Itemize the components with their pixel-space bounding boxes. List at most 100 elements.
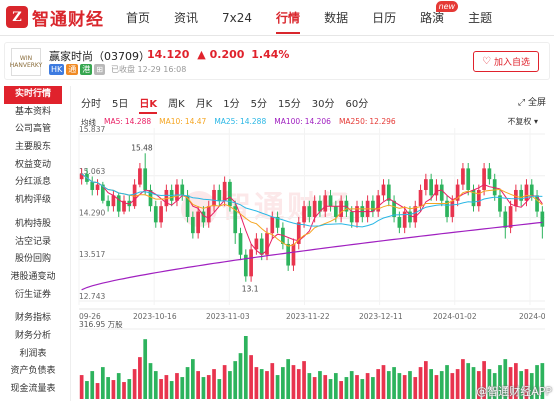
stock-header: WIN HANVERKY 赢家时尚（03709） 14.120 ▲ 0.200 … xyxy=(4,42,550,80)
tag-hk: HK xyxy=(49,64,65,75)
candle-body xyxy=(540,211,545,227)
logo[interactable]: Z 智通财经 xyxy=(6,5,104,30)
logo-text: 智通财经 xyxy=(32,9,104,30)
nav-item-1[interactable]: 资讯 xyxy=(174,0,198,36)
ma5-line xyxy=(81,173,543,256)
ma-name: MA100: xyxy=(274,117,303,126)
volume-bar xyxy=(243,336,248,399)
volume-bar xyxy=(535,365,539,399)
sidebar-item-group1-2[interactable]: 公司高管 xyxy=(14,124,51,135)
sidebar-item-group3-0[interactable]: 财务指标 xyxy=(14,313,51,324)
nav-item-5[interactable]: 日历 xyxy=(372,0,396,36)
sidebar-item-group2-2[interactable]: 股份回购 xyxy=(14,254,51,265)
volume-bar xyxy=(291,365,296,399)
candle-body xyxy=(519,189,524,201)
ma-name: MA10: xyxy=(159,117,183,126)
candle-body xyxy=(132,184,137,207)
sidebar-item-group1-4[interactable]: 权益变动 xyxy=(14,159,51,170)
volume-bar xyxy=(434,375,439,399)
sidebar-item-group3-1[interactable]: 财务分析 xyxy=(14,330,51,341)
ma-name: MA25: xyxy=(214,117,238,126)
volume-bar xyxy=(265,371,269,399)
ma-value: 14.288 xyxy=(124,117,152,126)
nav-item-2[interactable]: 7x24 xyxy=(222,0,252,36)
candle-body xyxy=(466,168,471,190)
sidebar-item-group1-1[interactable]: 基本资料 xyxy=(14,106,51,117)
tab-timeframe-4[interactable]: 月K xyxy=(195,99,213,110)
tab-timeframe-1[interactable]: 5日 xyxy=(112,99,129,110)
sidebar-item-group2-4[interactable]: 衍生证券 xyxy=(14,289,51,300)
volume-bar xyxy=(371,377,375,399)
tag-gang: 港 xyxy=(80,64,93,75)
candle-body xyxy=(355,206,359,223)
volume-bar xyxy=(302,361,306,399)
volume-bar xyxy=(408,371,412,399)
tag-tong: 通 xyxy=(66,64,79,75)
nav-items: 首页 资讯 7x24 行情 数据 日历 路演 new 主题 xyxy=(126,0,516,36)
volume-bar xyxy=(296,369,301,399)
candle-body xyxy=(259,238,264,255)
volume-bar xyxy=(508,367,513,399)
tab-timeframe-0[interactable]: 分时 xyxy=(81,99,101,110)
sidebar-item-group2-3[interactable]: 港股通变动 xyxy=(10,271,56,282)
volume-bar xyxy=(190,359,195,399)
candle-body xyxy=(122,200,126,212)
volume-bar xyxy=(95,383,100,399)
tab-timeframe-8[interactable]: 30分 xyxy=(311,99,335,110)
candle-body xyxy=(164,189,169,207)
stock-tags: HK 通 港 ⊞ 已收盘 12-29 16:08 xyxy=(49,64,186,75)
watermark-text: 智通财经 xyxy=(221,190,353,225)
adjust-label: 不复权 xyxy=(507,117,532,126)
sidebar-item-group3-4[interactable]: 现金流量表 xyxy=(10,384,56,394)
nav-item-6[interactable]: 路演 new xyxy=(420,0,459,36)
volume-bar xyxy=(100,367,105,399)
nav-item-4[interactable]: 数据 xyxy=(324,0,348,36)
tab-timeframe-5[interactable]: 1分 xyxy=(223,99,240,110)
nav-item-label: 日历 xyxy=(372,11,397,25)
tab-timeframe-7[interactable]: 15分 xyxy=(278,99,301,110)
sidebar-item-group1-3[interactable]: 主要股东 xyxy=(14,142,51,153)
volume-bar xyxy=(153,371,158,399)
tab-timeframe-3[interactable]: 周K xyxy=(168,99,185,110)
volume-bar xyxy=(312,377,317,399)
nav-item-label: 路演 xyxy=(420,11,445,25)
candle-body xyxy=(180,184,185,196)
volume-bar xyxy=(333,373,338,399)
candle-body xyxy=(175,184,179,201)
sidebar-item-group2-1[interactable]: 沽空记录 xyxy=(14,236,51,247)
volume-bar xyxy=(138,357,142,399)
bottom-watermark: @智通财经APP xyxy=(476,385,552,398)
candle-body xyxy=(228,181,232,207)
volume-bar xyxy=(254,367,259,399)
sidebar-item-group2-0[interactable]: 机构持股 xyxy=(14,218,51,229)
candle-body xyxy=(434,184,439,196)
stock-name: 赢家时尚（03709） xyxy=(49,50,150,63)
candle-body xyxy=(397,216,402,228)
tab-timeframe-9[interactable]: 60分 xyxy=(345,99,369,110)
x-tick-label: 2023-11-03 xyxy=(206,312,250,321)
sidebar-item-group3-3[interactable]: 资产负债表 xyxy=(10,366,56,377)
volume-bar xyxy=(318,371,322,399)
add-watchlist-button[interactable]: ♡ 加入自选 xyxy=(473,51,539,72)
nav-item-3[interactable]: 行情 xyxy=(276,0,301,36)
candle-body xyxy=(116,195,121,212)
nav-item-7[interactable]: 主题 xyxy=(468,0,492,36)
sidebar-item-group3-2[interactable]: 利润表 xyxy=(19,348,47,359)
candle-body xyxy=(381,184,386,196)
nav-item-0[interactable]: 首页 xyxy=(126,0,150,36)
fullscreen-button[interactable]: ⤢ 全屏 xyxy=(518,95,546,108)
volume-bar xyxy=(339,381,343,399)
sidebar-item-group1-5[interactable]: 分红派息 xyxy=(14,177,51,188)
candle-body xyxy=(265,233,269,255)
adjust-select[interactable]: 不复权 ▾ xyxy=(507,116,538,127)
candle-body xyxy=(318,200,322,212)
volume-bar xyxy=(90,371,95,399)
sidebar-item-group1-0[interactable]: 实时行情 xyxy=(4,86,62,104)
volume-bar xyxy=(116,373,121,399)
tab-timeframe-2[interactable]: 日K xyxy=(139,95,157,114)
candle-body xyxy=(386,184,391,201)
sidebar-item-group1-6[interactable]: 机构评级 xyxy=(14,195,51,206)
tab-timeframe-6[interactable]: 5分 xyxy=(250,99,267,110)
kline-chart[interactable]: 15.837 15.063 14.290 13.517 12.743 15.48 13.1 0… xyxy=(71,86,554,401)
volume-bar xyxy=(429,369,434,399)
